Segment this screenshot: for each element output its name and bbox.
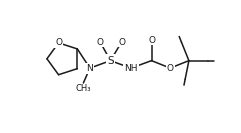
Text: O: O <box>148 36 155 45</box>
Text: O: O <box>97 38 104 47</box>
Text: S: S <box>107 56 114 66</box>
Text: N: N <box>87 64 93 73</box>
Text: O: O <box>167 64 174 73</box>
Text: CH₃: CH₃ <box>76 84 91 93</box>
Text: O: O <box>55 38 62 47</box>
Text: NH: NH <box>124 64 138 73</box>
Text: O: O <box>118 38 125 47</box>
